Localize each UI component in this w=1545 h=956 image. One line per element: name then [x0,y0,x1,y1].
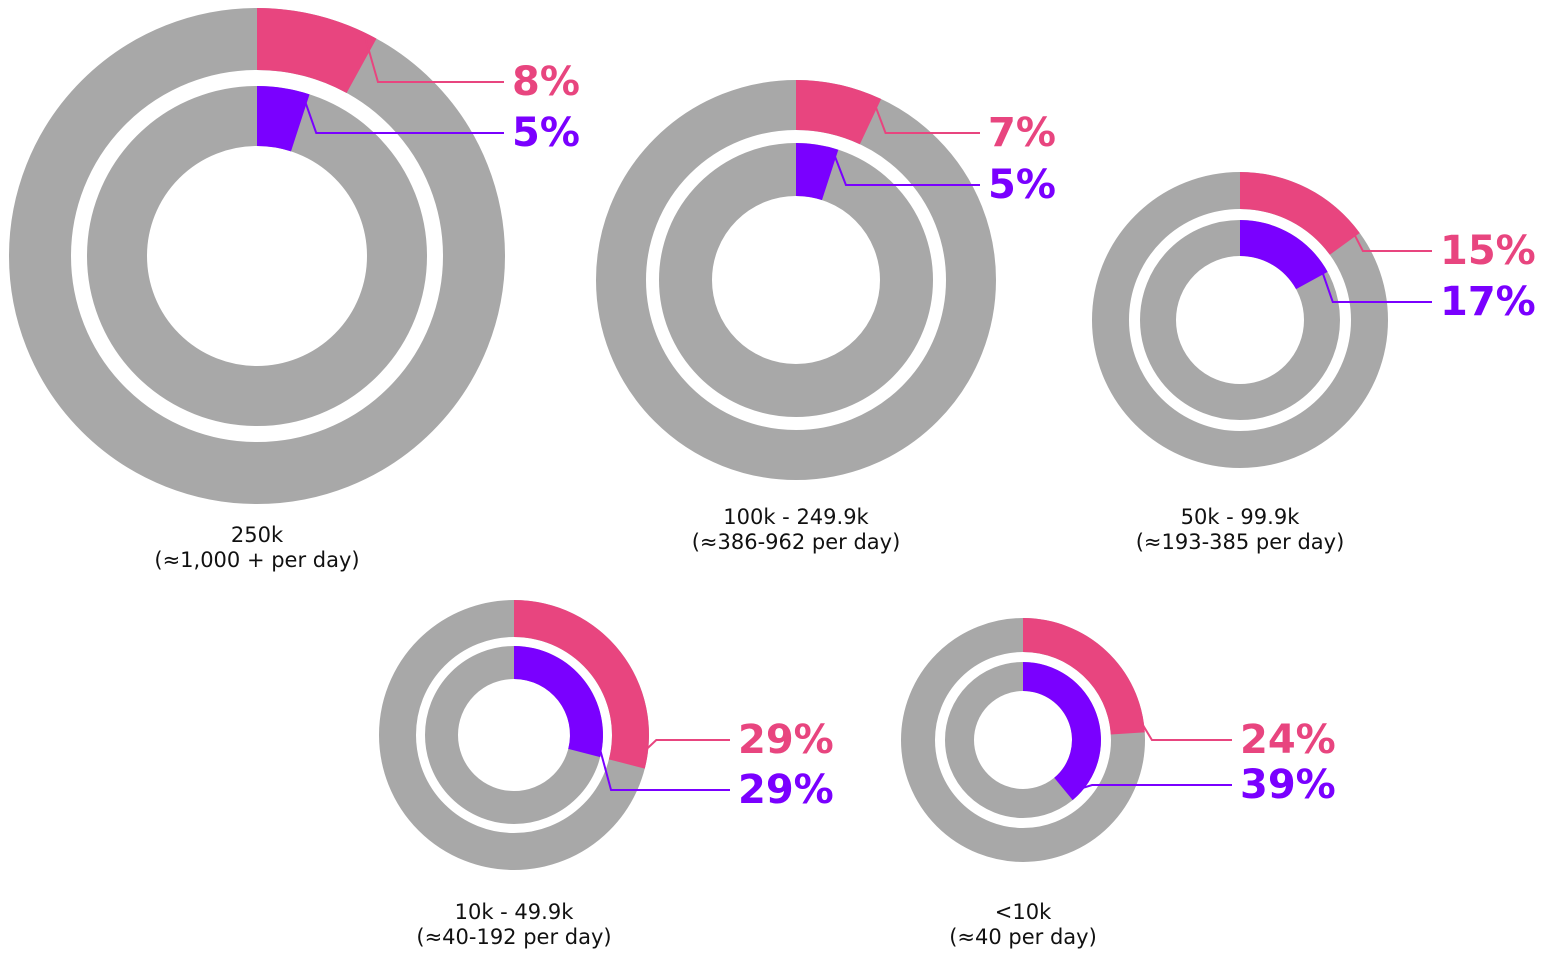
leader-line [1350,227,1432,252]
leader-line [872,100,980,134]
leader-line [303,98,504,134]
ring-segment [796,143,839,201]
chart-subtitle: (≈40 per day) [949,925,1097,949]
value-label: 15% [1440,228,1536,274]
value-label: 39% [1240,762,1336,808]
value-label: 5% [512,110,580,156]
ring-segment [1240,220,1328,290]
chart-subtitle: (≈386-962 per day) [692,530,901,554]
chart-title: 250k [231,523,284,547]
leader-line [643,739,730,752]
value-label: 17% [1440,279,1536,325]
leader-line [1079,784,1232,790]
leader-line [365,39,504,83]
value-label: 29% [738,717,834,763]
value-label: 24% [1240,717,1336,763]
chart-title: 50k - 99.9k [1181,505,1301,529]
leader-line [1319,267,1432,303]
value-label: 29% [738,767,834,813]
ring-segment [1240,172,1360,255]
chart-subtitle: (≈1,000 + per day) [154,548,359,572]
ring-segment [796,80,882,145]
ring-segment [514,600,649,769]
ring-track [659,143,933,417]
chart-subtitle: (≈40-192 per day) [416,925,611,949]
chart-subtitle: (≈193-385 per day) [1136,530,1345,554]
ring-segment [1023,618,1145,735]
ring-segment [257,86,310,152]
chart-title: 10k - 49.9k [455,900,575,924]
leader-line [598,745,730,791]
ring-segment [1023,662,1102,801]
value-label: 7% [988,110,1056,156]
ring-track [87,86,427,426]
chart-title: <10k [995,900,1052,924]
value-label: 5% [988,162,1056,208]
value-label: 8% [512,59,580,105]
leader-line [1139,719,1232,741]
ring-segment [257,8,377,94]
ring-segment [514,646,604,758]
leader-line [833,153,980,186]
chart-title: 100k - 249.9k [723,505,869,529]
